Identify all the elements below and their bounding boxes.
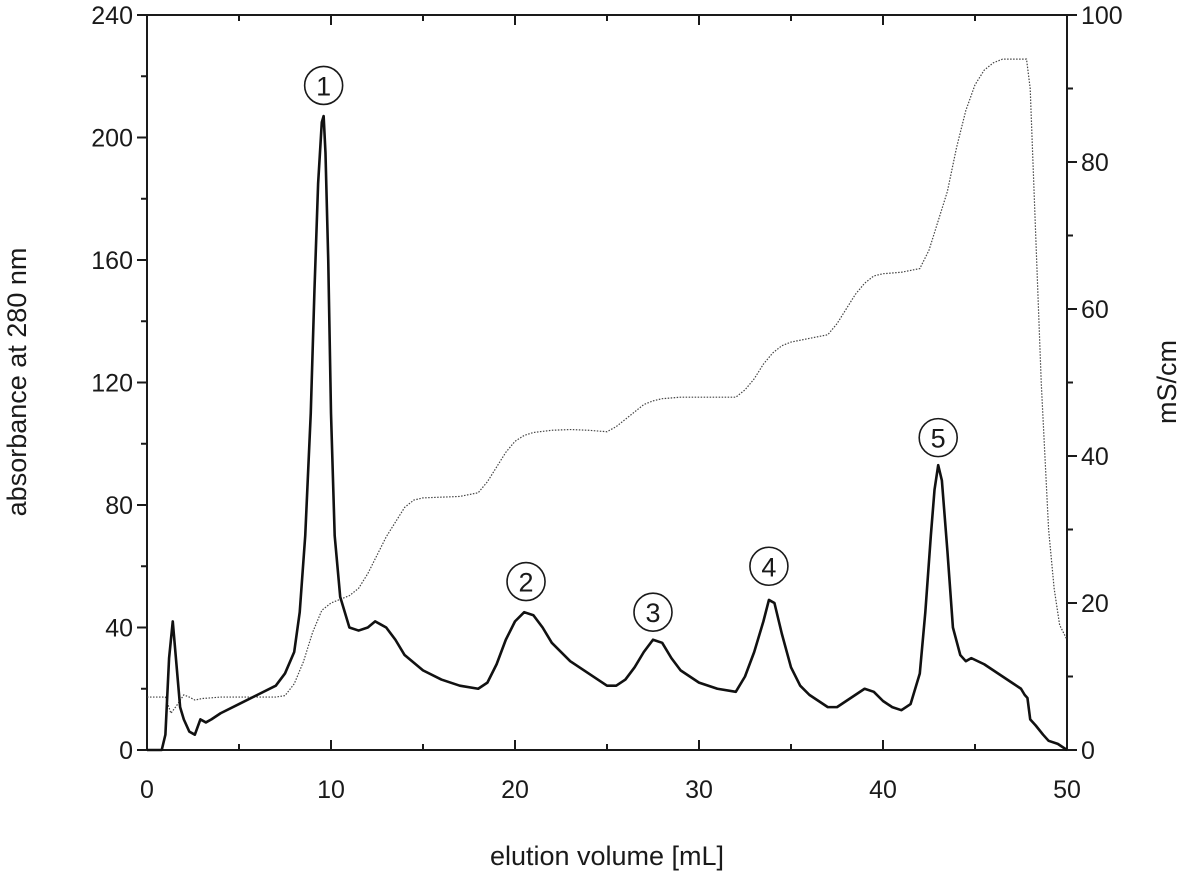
peak-number: 4: [761, 552, 776, 582]
y2-tick-label: 80: [1081, 149, 1109, 177]
peak-number: 3: [645, 598, 660, 628]
conductivity-line: [147, 58, 1068, 715]
x-axis-title: elution volume [mL]: [490, 841, 724, 871]
peak-number: 5: [931, 424, 946, 454]
y-tick-label: 0: [119, 737, 133, 765]
y2-tick-label: 40: [1081, 443, 1109, 471]
axis-ticks: [137, 14, 1077, 751]
peak-circle: [749, 546, 789, 587]
y-tick-label: 160: [91, 247, 133, 275]
series-layer: [147, 58, 1068, 752]
peak-circle: [918, 417, 959, 458]
y2-axis-title: mS/cm: [1152, 340, 1181, 424]
peak-circle: [506, 561, 546, 602]
peak-label-5: 5: [918, 417, 959, 458]
y-tick-labels: 0 40 80 120 160 200 240: [91, 2, 133, 765]
peak-label-4: 4: [749, 546, 789, 587]
y2-tick-labels: 0 20 40 60 80 100: [1081, 2, 1123, 765]
y-tick-label: 240: [91, 2, 133, 30]
y2-tick-label: 60: [1081, 296, 1109, 324]
x-tick-label: 40: [869, 776, 897, 804]
y2-tick-label: 20: [1081, 590, 1109, 618]
peak-label-1: 1: [303, 65, 344, 106]
peak-label-3: 3: [633, 592, 673, 632]
peak-circle: [303, 65, 344, 106]
y-tick-label: 40: [105, 615, 133, 643]
x-tick-label: 50: [1053, 776, 1081, 804]
y-axis-title: absorbance at 280 nm: [2, 248, 32, 517]
x-tick-label: 10: [317, 776, 345, 804]
y-tick-label: 200: [91, 125, 133, 153]
peak-number: 1: [316, 71, 331, 101]
x-tick-label: 0: [140, 776, 154, 804]
y-tick-label: 120: [91, 370, 133, 398]
x-tick-label: 30: [685, 776, 713, 804]
absorbance-line: [147, 114, 1068, 752]
y2-tick-label: 0: [1081, 737, 1095, 765]
peak-number: 2: [519, 568, 534, 598]
x-tick-labels: 0 10 20 30 40 50: [140, 776, 1081, 804]
peak-circle: [633, 592, 673, 632]
x-tick-label: 20: [501, 776, 529, 804]
peak-label-2: 2: [506, 561, 546, 602]
peak-annotations: 1 2 3 4 5: [303, 65, 959, 632]
y2-tick-label: 100: [1081, 2, 1123, 30]
plot-frame: [146, 14, 1068, 751]
y-tick-label: 80: [105, 492, 133, 520]
